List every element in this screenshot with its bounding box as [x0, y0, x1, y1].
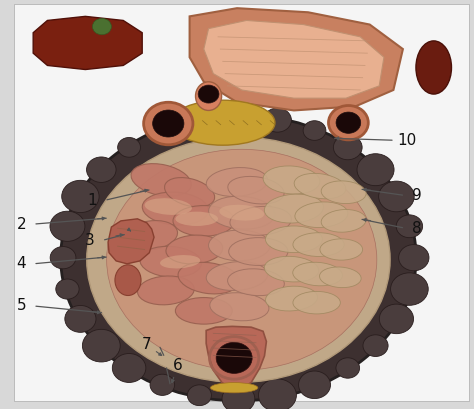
Ellipse shape	[293, 291, 340, 314]
Ellipse shape	[293, 262, 342, 286]
Text: 4: 4	[17, 256, 26, 271]
Text: 5: 5	[17, 299, 26, 313]
Polygon shape	[190, 8, 403, 110]
Text: 6: 6	[173, 358, 182, 373]
Ellipse shape	[206, 262, 268, 290]
Ellipse shape	[107, 149, 377, 370]
Circle shape	[222, 384, 255, 409]
Ellipse shape	[175, 298, 232, 324]
Text: 9: 9	[412, 188, 422, 203]
Ellipse shape	[171, 100, 275, 145]
Circle shape	[87, 157, 116, 182]
Circle shape	[216, 342, 252, 373]
Circle shape	[153, 110, 184, 137]
Ellipse shape	[319, 267, 361, 288]
Ellipse shape	[263, 166, 320, 194]
Ellipse shape	[142, 192, 209, 225]
Circle shape	[56, 279, 79, 299]
Circle shape	[399, 245, 429, 271]
Ellipse shape	[195, 82, 221, 110]
Ellipse shape	[209, 230, 270, 261]
Ellipse shape	[230, 207, 292, 235]
Ellipse shape	[229, 238, 288, 265]
Circle shape	[379, 304, 413, 334]
Ellipse shape	[320, 239, 363, 260]
Polygon shape	[206, 326, 266, 389]
Text: 8: 8	[412, 221, 422, 236]
Ellipse shape	[92, 18, 111, 35]
Ellipse shape	[210, 382, 258, 393]
Ellipse shape	[321, 209, 366, 232]
Ellipse shape	[294, 173, 346, 199]
Ellipse shape	[209, 196, 275, 229]
Text: 3: 3	[85, 233, 95, 248]
Circle shape	[182, 105, 218, 136]
Ellipse shape	[173, 205, 235, 236]
Ellipse shape	[265, 226, 322, 252]
Circle shape	[118, 137, 140, 157]
Circle shape	[149, 119, 176, 142]
Circle shape	[299, 371, 330, 399]
FancyBboxPatch shape	[14, 4, 469, 401]
Ellipse shape	[219, 205, 264, 220]
Ellipse shape	[295, 202, 348, 227]
Circle shape	[357, 154, 394, 186]
Circle shape	[336, 112, 361, 133]
Ellipse shape	[166, 235, 223, 264]
Ellipse shape	[115, 265, 141, 296]
Circle shape	[144, 102, 193, 145]
Circle shape	[258, 379, 296, 409]
Ellipse shape	[137, 276, 194, 305]
Ellipse shape	[131, 164, 191, 196]
Ellipse shape	[265, 286, 318, 311]
Polygon shape	[204, 20, 384, 98]
Ellipse shape	[126, 220, 178, 250]
Ellipse shape	[140, 246, 201, 277]
Circle shape	[112, 353, 146, 382]
Ellipse shape	[321, 181, 366, 204]
Ellipse shape	[210, 293, 269, 321]
Text: 7: 7	[142, 337, 152, 352]
Circle shape	[328, 106, 368, 140]
Circle shape	[396, 215, 423, 238]
Circle shape	[65, 306, 96, 333]
Circle shape	[391, 273, 428, 305]
Ellipse shape	[145, 198, 192, 215]
Ellipse shape	[228, 176, 284, 204]
Polygon shape	[33, 16, 142, 70]
Ellipse shape	[87, 137, 390, 382]
Ellipse shape	[178, 262, 239, 294]
Circle shape	[50, 247, 76, 269]
Ellipse shape	[264, 256, 319, 282]
Polygon shape	[108, 219, 154, 264]
Text: 2: 2	[17, 217, 26, 231]
Ellipse shape	[160, 255, 200, 268]
Ellipse shape	[264, 194, 323, 223]
Ellipse shape	[206, 168, 268, 196]
Ellipse shape	[416, 41, 451, 94]
Circle shape	[336, 358, 360, 378]
Circle shape	[187, 385, 211, 406]
Circle shape	[198, 85, 219, 103]
Circle shape	[333, 135, 362, 160]
Circle shape	[82, 329, 120, 362]
Circle shape	[50, 211, 85, 241]
Circle shape	[62, 180, 99, 213]
Circle shape	[220, 101, 257, 133]
Circle shape	[303, 121, 326, 140]
Circle shape	[150, 374, 174, 396]
Text: 10: 10	[397, 133, 416, 148]
Circle shape	[379, 181, 414, 212]
Ellipse shape	[228, 269, 284, 296]
Circle shape	[264, 108, 292, 132]
Ellipse shape	[61, 115, 416, 401]
Ellipse shape	[175, 212, 218, 226]
Text: 1: 1	[88, 193, 97, 208]
Ellipse shape	[164, 178, 215, 207]
Circle shape	[363, 335, 388, 357]
Ellipse shape	[293, 233, 344, 256]
